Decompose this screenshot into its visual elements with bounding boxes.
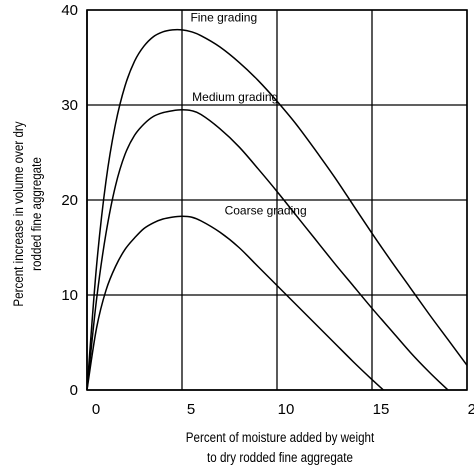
series-labels: Fine grading Medium grading Coarse grading xyxy=(190,10,306,217)
series-line-medium-grading xyxy=(86,109,449,391)
series-line-fine-grading xyxy=(86,28,468,391)
x-axis-title-line-1: Percent of moisture added by weight xyxy=(185,430,375,445)
y-tick-label: 40 xyxy=(61,2,78,19)
x-tick-label: 0 xyxy=(92,401,100,418)
x-axis-title-line-2: to dry rodded fine aggregate xyxy=(207,450,353,465)
x-tick-label: 20 xyxy=(468,401,474,418)
y-axis-title: Percent increase in volume over dry rodd… xyxy=(10,111,46,317)
tick-labels: 0 5 10 15 20 0 10 20 30 40 xyxy=(61,2,474,418)
y-axis-title-line-1: Percent increase in volume over dry xyxy=(11,121,26,307)
y-tick-label: 20 xyxy=(61,192,78,209)
x-axis-title: Percent of moisture added by weight to d… xyxy=(168,428,392,468)
y-tick-label: 10 xyxy=(61,287,78,304)
x-tick-label: 10 xyxy=(278,401,295,418)
x-tick-label: 15 xyxy=(373,401,390,418)
series-label-coarse-grading: Coarse grading xyxy=(225,203,307,217)
series-label-medium-grading: Medium grading xyxy=(192,90,278,104)
series-line-coarse-grading xyxy=(86,215,384,391)
y-axis-title-line-2: rodded fine aggregate xyxy=(29,157,44,271)
series-label-fine-grading: Fine grading xyxy=(190,10,257,24)
plot-frame xyxy=(86,9,468,391)
y-tick-label: 0 xyxy=(70,382,78,399)
grid xyxy=(86,9,468,391)
y-tick-label: 30 xyxy=(61,97,78,114)
series-lines xyxy=(86,28,468,391)
x-tick-label: 5 xyxy=(187,401,195,418)
